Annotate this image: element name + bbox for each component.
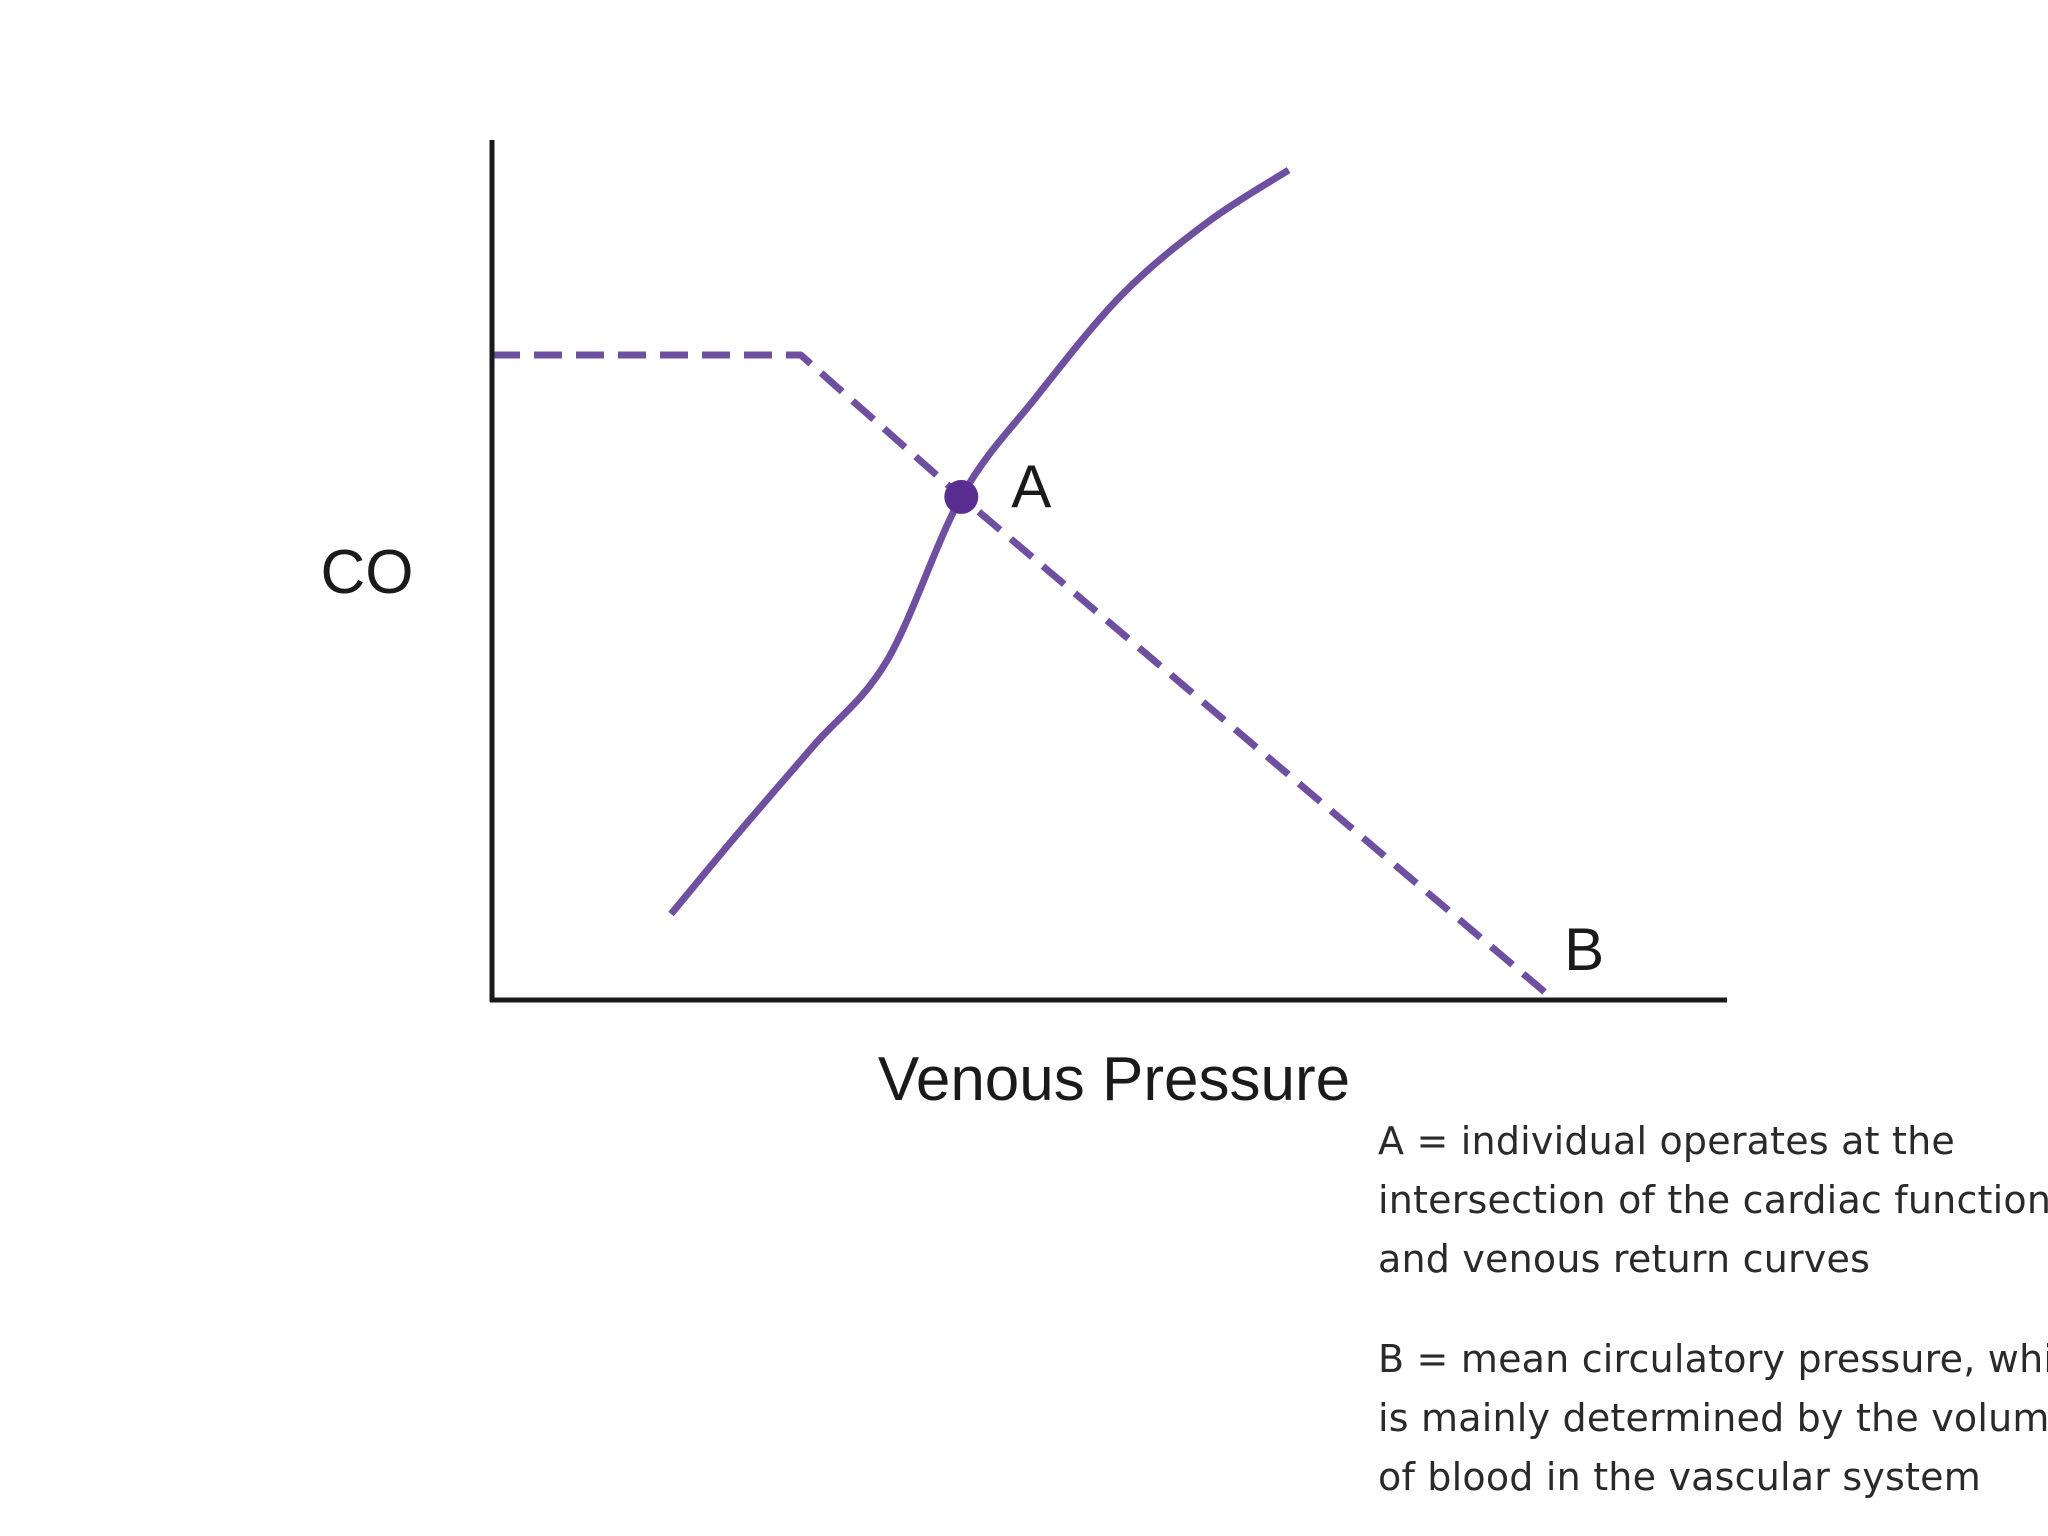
legend-a-line-3: and venous return curves [1378, 1237, 1871, 1281]
point-b-label: B [1564, 916, 1604, 983]
legend-a: A = individual operates at the intersect… [1378, 1112, 2048, 1289]
legend-b-line-1: B = mean circulatory pressure, which [1378, 1337, 2048, 1381]
markers-layer [944, 479, 979, 514]
point-a-label: A [1011, 453, 1051, 520]
y-axis-label: CO [321, 538, 414, 607]
intersection-point-a [944, 479, 979, 514]
legend-a-line-1: A = individual operates at the [1378, 1119, 1955, 1163]
venous-return-curve [492, 351, 1557, 1003]
legend-b-line-3: of blood in the vascular system [1378, 1455, 1981, 1499]
legend-b: B = mean circulatory pressure, which is … [1378, 1330, 2048, 1507]
curves-layer [492, 167, 1557, 1003]
x-axis-label: Venous Pressure [878, 1045, 1350, 1114]
axes-layer [489, 140, 1727, 1003]
cardiac-function-curve [668, 167, 1291, 917]
legend-a-line-2: intersection of the cardiac function [1378, 1178, 2048, 1222]
legend-b-line-2: is mainly determined by the volume [1378, 1396, 2048, 1440]
